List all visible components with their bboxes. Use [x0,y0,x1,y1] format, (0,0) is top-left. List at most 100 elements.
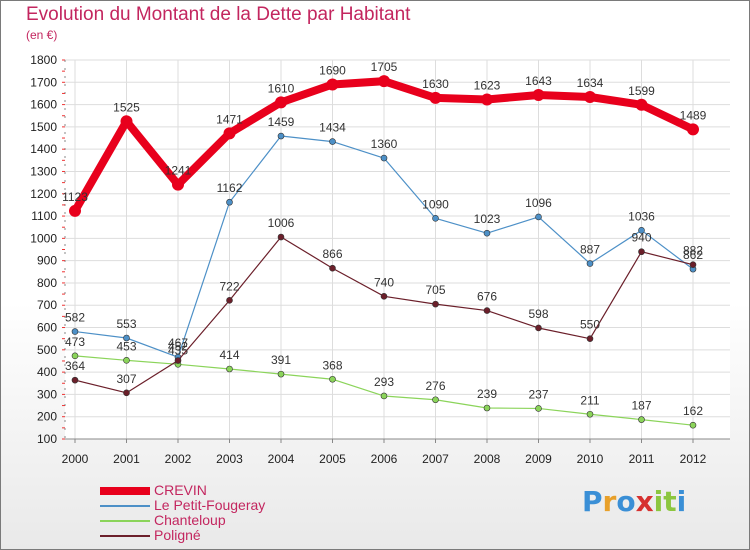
y-tick-label: 800 [37,276,57,290]
data-point-chanteloup [586,410,594,418]
data-point-le-petit-fougeray [380,154,388,162]
y-tick-label: 700 [37,298,57,312]
x-tick-label: 2002 [165,452,192,466]
y-tick-label: 1000 [30,231,57,245]
data-label-le-petit-fougeray: 1090 [422,197,449,211]
data-label-le-petit-fougeray: 467 [168,336,188,350]
legend-swatch-le-petit-fougeray [100,505,150,507]
data-label-chanteloup: 391 [271,353,291,367]
x-tick-label: 2009 [525,452,552,466]
y-tick-label: 1600 [30,98,57,112]
y-tick-label: 1300 [30,164,57,178]
chart-title: Evolution du Montant de la Dette par Hab… [26,4,411,25]
data-point-crevin [378,75,390,88]
x-tick-label: 2001 [113,452,140,466]
x-tick-label: 2003 [216,452,243,466]
data-label-polign-: 307 [116,372,136,386]
data-point-crevin [687,123,699,136]
logo-letter: r [602,485,617,518]
data-point-crevin [69,204,81,217]
data-label-le-petit-fougeray: 1434 [319,121,346,135]
data-label-chanteloup: 414 [219,348,239,362]
x-tick-label: 2011 [629,452,655,466]
data-label-polign-: 705 [425,283,445,297]
data-point-crevin [120,115,133,128]
data-point-polign- [535,324,542,332]
data-point-le-petit-fougeray [483,229,491,237]
y-tick-label: 200 [37,410,57,424]
data-label-chanteloup: 276 [425,379,445,393]
data-point-le-petit-fougeray [638,227,645,234]
y-tick-label: 600 [37,321,57,335]
data-label-polign-: 364 [65,359,85,373]
data-point-chanteloup [535,405,542,412]
x-tick-label: 2006 [371,452,398,466]
data-point-polign- [277,233,285,241]
data-point-polign- [483,307,491,314]
legend-label-le-petit-fougeray: Le Petit-Fougeray [154,497,266,513]
data-point-chanteloup [380,392,388,400]
x-tick-label: 2000 [62,452,89,466]
y-tick-label: 300 [37,387,57,401]
data-label-chanteloup: 473 [65,335,85,349]
y-tick-label: 1100 [31,209,57,223]
logo-letter: o [616,485,636,518]
data-label-crevin: 1471 [216,112,243,126]
data-label-le-petit-fougeray: 1162 [217,181,243,195]
data-label-chanteloup: 237 [528,387,548,401]
data-point-polign- [380,293,388,300]
data-label-crevin: 1643 [525,74,552,88]
y-tick-label: 1200 [30,187,57,201]
data-point-polign- [123,389,130,397]
data-label-le-petit-fougeray: 582 [65,311,85,325]
data-label-polign-: 598 [528,307,548,321]
data-label-chanteloup: 293 [374,375,394,389]
data-point-chanteloup [226,365,233,373]
y-tick-label: 1800 [30,53,57,67]
data-point-le-petit-fougeray [277,132,285,140]
y-tick-label: 100 [37,432,57,446]
data-point-polign- [689,261,697,268]
data-label-le-petit-fougeray: 553 [116,317,136,331]
legend-swatch-chanteloup [100,520,150,522]
data-point-chanteloup [123,357,130,364]
legend-label-crevin: CREVIN [154,482,207,498]
legend-label-chanteloup: Chanteloup [154,512,226,528]
data-label-le-petit-fougeray: 1360 [371,137,398,151]
data-label-crevin: 1610 [268,81,295,95]
data-point-crevin [635,98,648,111]
legend-swatch-poligne [100,535,150,537]
data-point-chanteloup [71,352,79,360]
chart-subtitle: (en €) [26,28,58,42]
data-point-crevin [275,96,287,109]
data-point-polign- [586,335,594,342]
data-label-crevin: 1690 [319,64,346,78]
legend-label-poligne: Poligné [154,527,201,543]
x-tick-label: 2004 [268,452,295,466]
data-point-polign- [174,357,182,364]
y-tick-label: 1700 [30,75,57,89]
data-label-polign-: 1006 [268,216,295,230]
data-label-polign-: 676 [477,290,497,304]
x-tick-label: 2007 [422,452,449,466]
data-point-chanteloup [329,375,336,383]
data-label-chanteloup: 239 [477,387,497,401]
data-label-le-petit-fougeray: 862 [683,248,703,262]
data-point-le-petit-fougeray [71,328,79,335]
y-tick-label: 1400 [30,142,57,156]
data-label-polign-: 452 [168,340,188,354]
data-label-crevin: 1630 [422,77,449,91]
data-point-crevin [584,91,596,104]
data-label-chanteloup: 162 [683,404,703,418]
y-tick-label: 900 [37,254,57,268]
data-point-crevin [172,178,184,191]
x-tick-label: 2010 [577,452,604,466]
data-point-crevin [326,78,339,91]
data-label-le-petit-fougeray: 1096 [525,196,552,210]
x-tick-label: 2012 [680,452,707,466]
plot-area [65,60,730,439]
data-point-polign- [432,300,439,308]
data-label-crevin: 1123 [62,190,88,204]
data-point-polign- [226,297,233,304]
data-label-crevin: 1241 [165,164,192,178]
